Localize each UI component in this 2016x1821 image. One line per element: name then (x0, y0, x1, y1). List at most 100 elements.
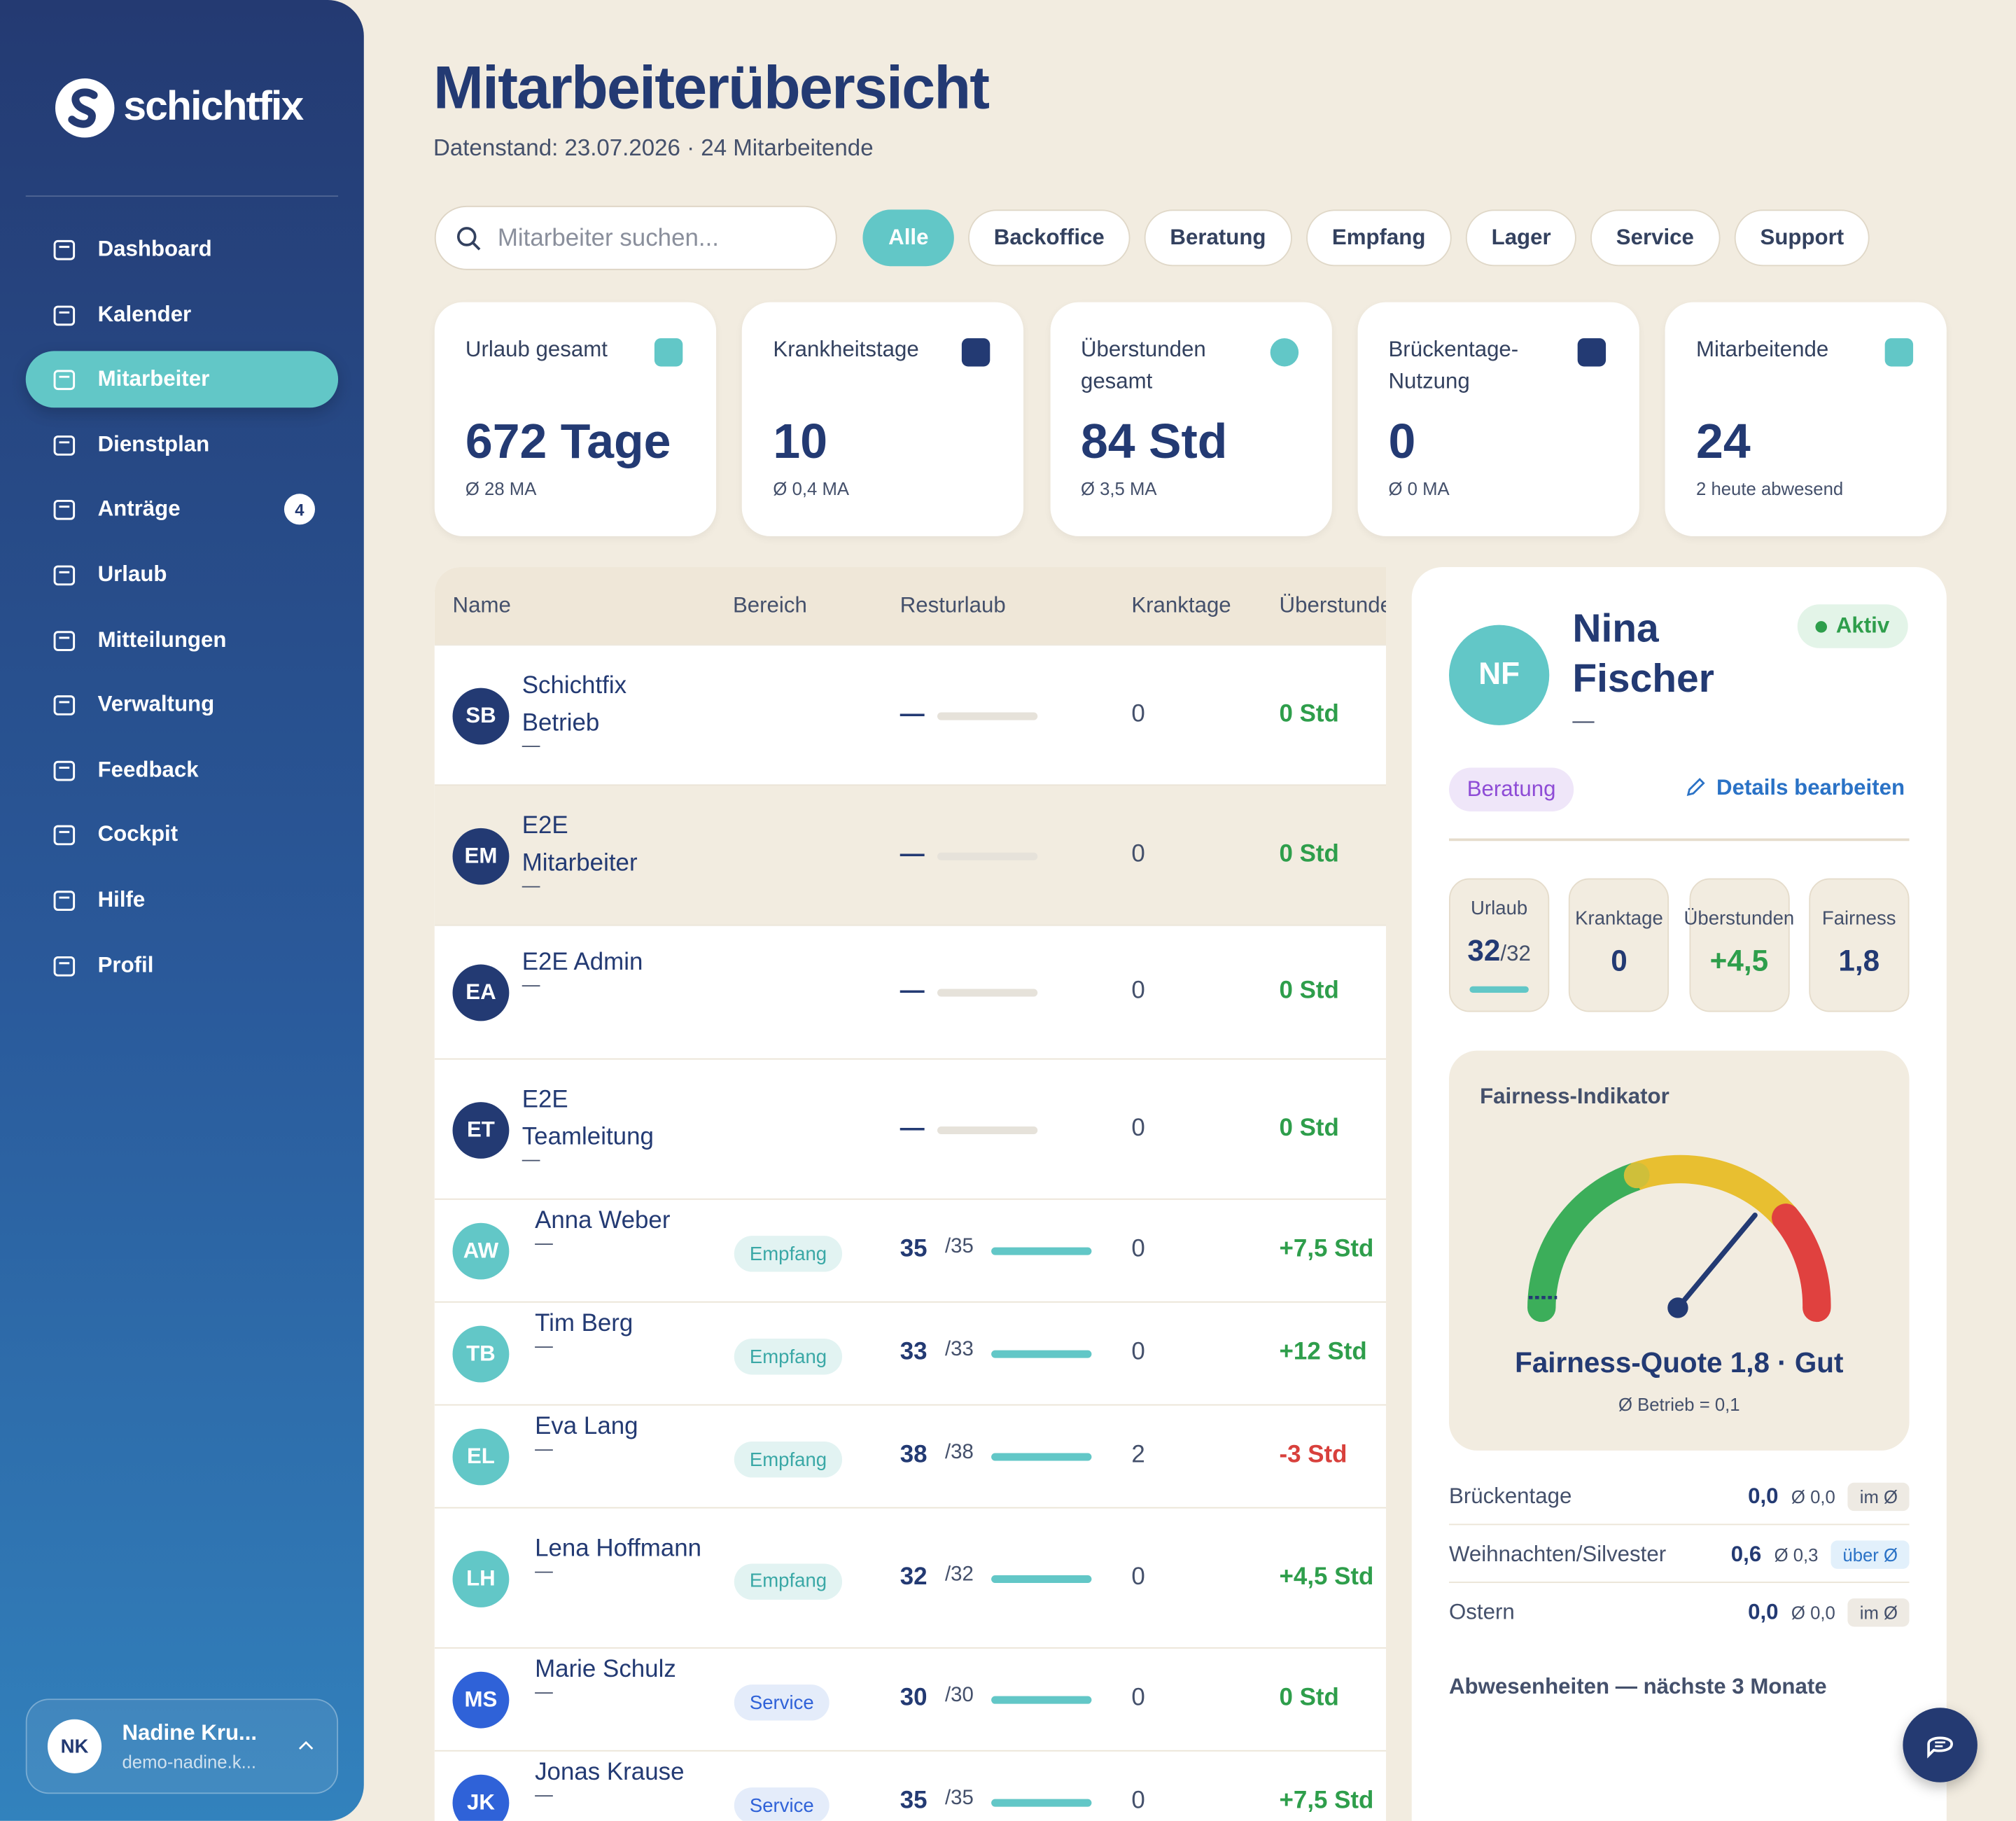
employee-name: E2E Admin (522, 949, 643, 977)
filter-chip[interactable]: Support (1734, 209, 1870, 267)
search-placeholder: Mitarbeiter suchen... (497, 225, 719, 253)
table-row[interactable]: EL Eva Lang — Empfang 38/38 2 -3 Std (434, 1404, 1387, 1509)
rest-bar-track (937, 1126, 1038, 1134)
sick-days: 0 (1131, 977, 1145, 1005)
overtime: 0 Std (1279, 1114, 1339, 1142)
rest-bar (991, 1696, 1092, 1704)
mini-stat: Urlaub 32/32 (1449, 878, 1550, 1012)
rest-total: /33 (945, 1339, 974, 1361)
stat-label: Urlaub gesamt (465, 337, 608, 362)
sick-days: 0 (1131, 1236, 1145, 1263)
employee-name: Eva Lang (535, 1413, 638, 1441)
avatar: ET (452, 1101, 510, 1158)
table-row[interactable]: EA E2E Admin — —0 0 Std (434, 924, 1387, 1060)
nav-item[interactable]: Mitteilungen (26, 612, 338, 669)
column-header: Name (452, 592, 511, 618)
stat-card: Krankheitstage 10 Ø 0,4 MA (742, 302, 1024, 536)
nav-item[interactable]: Hilfe (26, 872, 338, 928)
nav-label: Mitteilungen (97, 627, 227, 652)
rest-bar-track (991, 1247, 1092, 1255)
nav-item[interactable]: Feedback (26, 741, 338, 798)
nav-item[interactable]: Cockpit (26, 807, 338, 863)
table-row[interactable]: ET E2E Teamleitung — —0 0 Std (434, 1058, 1387, 1200)
nav-icon (53, 565, 76, 586)
rest-days: 38 (899, 1441, 927, 1469)
edit-link[interactable]: Details bearbeiten (1684, 776, 1905, 802)
compare-avg: Ø 0,0 (1791, 1602, 1835, 1623)
filter-chip[interactable]: Backoffice (968, 209, 1130, 267)
mini-label: Urlaub (1471, 898, 1528, 920)
absences-title: Abwesenheiten — nächste 3 Monate (1449, 1674, 1827, 1699)
search-box[interactable]: Mitarbeiter suchen... (434, 205, 837, 270)
table-row[interactable]: JK Jonas Krause — Service 35/35 0 +7,5 Std (434, 1750, 1387, 1821)
overtime: +7,5 Std (1279, 1236, 1374, 1263)
overtime: 0 Std (1279, 1684, 1339, 1712)
stat-label: Überstunden gesamt (1080, 337, 1206, 394)
mini-bar (1469, 986, 1529, 993)
nav-item[interactable]: Profil (26, 937, 338, 993)
compare-label: Brückentage (1449, 1484, 1572, 1509)
rest-days: 30 (899, 1684, 927, 1712)
rest-bar-track (991, 1350, 1092, 1358)
mini-suffix: /32 (1500, 941, 1531, 966)
sick-days: 2 (1131, 1441, 1145, 1469)
sick-days: 0 (1131, 700, 1145, 727)
compare-label: Weihnachten/Silvester (1449, 1542, 1667, 1567)
filter-chip[interactable]: Beratung (1144, 209, 1292, 267)
area-tag: Service (734, 1684, 830, 1721)
nav-label: Verwaltung (97, 692, 215, 717)
detail-avatar: NF (1449, 625, 1550, 725)
nav-item[interactable]: Mitarbeiter (25, 351, 339, 408)
nav-label: Kalender (97, 301, 192, 326)
sick-days: 0 (1131, 1563, 1145, 1591)
mini-stat: Fairness 1,8 (1809, 878, 1910, 1012)
table-row[interactable]: MS Marie Schulz — Service 30/30 0 0 Std (434, 1647, 1387, 1752)
filter-chip[interactable]: Service (1590, 209, 1720, 267)
nav-label: Feedback (97, 757, 199, 782)
employee-name: Anna Weber (535, 1207, 671, 1235)
nav-icon (53, 435, 76, 456)
stat-value: 672 Tage (465, 415, 671, 470)
filter-chip[interactable]: Lager (1465, 209, 1577, 267)
page-title: Mitarbeiterübersicht (433, 53, 990, 121)
nav-item[interactable]: Kalender (26, 286, 338, 343)
nav-item[interactable]: Dienstplan (26, 417, 338, 473)
rest-days: — (899, 840, 925, 867)
table-row[interactable]: LH Lena Hoffmann — Empfang 32/32 0 +4,5 Std (434, 1507, 1387, 1649)
mini-value-text: 1,8 (1838, 944, 1880, 977)
stat-icon (962, 338, 990, 367)
sick-days: 0 (1131, 1684, 1145, 1712)
edit-text: Details bearbeiten (1716, 775, 1905, 800)
mini-value: 1,8 (1810, 944, 1908, 979)
filter-chip[interactable]: Alle (862, 209, 955, 267)
column-header: Resturlaub (899, 592, 1006, 618)
compare-row: Brückentage 0,0 Ø 0,0 im Ø (1449, 1477, 1910, 1526)
rest-total: /38 (945, 1441, 974, 1464)
avatar: EA (452, 964, 510, 1021)
table-header (434, 567, 1387, 645)
employee-name: Schichtfix Betrieb (522, 671, 627, 737)
avatar: AW (452, 1222, 510, 1280)
overtime: 0 Std (1279, 840, 1339, 867)
table-row[interactable]: AW Anna Weber — Empfang 35/35 0 +7,5 Std (434, 1198, 1387, 1303)
chat-button[interactable] (1903, 1708, 1977, 1782)
compare-value: 0,0 (1748, 1484, 1779, 1509)
table-row[interactable]: TB Tim Berg — Empfang 33/33 0 +12 Std (434, 1301, 1387, 1406)
nav-item[interactable]: Verwaltung (26, 676, 338, 733)
nav-item[interactable]: Anträge 4 (26, 482, 338, 538)
stat-card: Brückentage-Nutzung 0 Ø 0 MA (1357, 302, 1639, 536)
avatar: JK (452, 1774, 510, 1821)
rest-bar (991, 1575, 1092, 1583)
column-header: Kranktage (1131, 592, 1231, 618)
rest-total: /35 (945, 1787, 974, 1810)
nav-item[interactable]: Dashboard (26, 221, 338, 278)
filter-chip[interactable]: Empfang (1306, 209, 1452, 267)
stat-icon (1577, 338, 1606, 367)
user-avatar: NK (47, 1719, 102, 1773)
nav-item[interactable]: Urlaub (26, 547, 338, 603)
employee-name: Marie Schulz (535, 1656, 676, 1684)
user-card[interactable]: NK Nadine Kru... demo-nadine.k... (25, 1698, 339, 1794)
table-row[interactable]: SB Schichtfix Betrieb — —0 0 Std (434, 644, 1387, 786)
rest-total: /30 (945, 1684, 974, 1707)
table-row[interactable]: EM E2E Mitarbeiter — —0 0 Std (434, 784, 1387, 926)
